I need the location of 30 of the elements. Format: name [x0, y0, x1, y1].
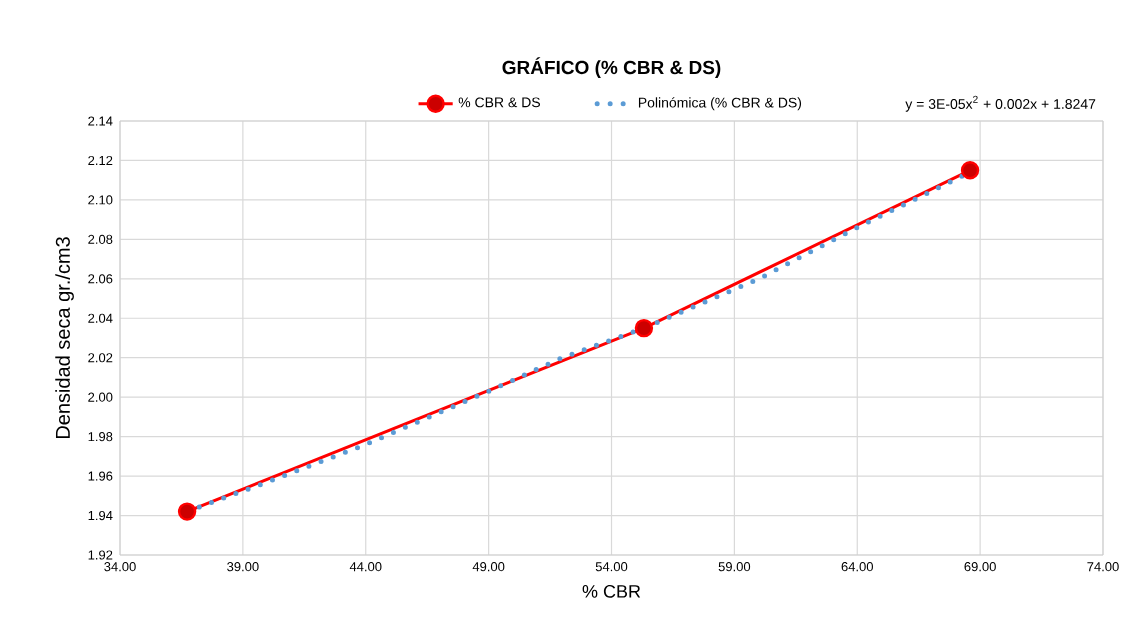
y-tick-label: 2.08: [88, 234, 113, 244]
y-tick-label: 2.12: [88, 155, 113, 165]
y-tick-label: 2.06: [88, 274, 113, 284]
x-tick-label: 39.00: [227, 562, 259, 572]
point: [960, 161, 980, 180]
x-tick-label: 69.00: [964, 562, 996, 572]
chart-title: GRÁFICO (% CBR & DS): [502, 57, 721, 78]
x-tick-label: 54.00: [595, 562, 628, 572]
y-tick-label: 2.00: [88, 392, 113, 402]
x-tick-label: 44.00: [349, 562, 382, 572]
y-tick-label: 2.02: [88, 353, 113, 363]
legend-label: % CBR & DS: [458, 97, 540, 108]
legend-label: Polinómica (% CBR & DS): [638, 97, 802, 111]
y-tick-label: 2.10: [88, 195, 113, 205]
x-tick-label: 64.00: [841, 562, 873, 572]
y-tick-label: 1.96: [88, 471, 113, 481]
x-tick-label: 49.00: [472, 562, 505, 572]
text: y = 3E-05x$^{2}$ + 0.002x + 1.8247: [905, 95, 1096, 112]
point: [634, 318, 654, 338]
point: [177, 502, 197, 521]
y-axis-title: Densidad seca gr./cm3: [55, 237, 74, 439]
y-tick-label: 1.92: [88, 550, 113, 560]
y-tick-label: 2.14: [88, 116, 113, 126]
x-tick-label: 59.00: [718, 562, 751, 572]
y-tick-label: 1.94: [88, 510, 113, 521]
x-axis-title: % CBR: [582, 584, 641, 598]
x-tick-label: 34.00: [104, 562, 136, 572]
y-tick-label: 2.04: [88, 313, 113, 323]
y-tick-label: 1.98: [88, 432, 113, 442]
x-tick-label: 74.00: [1087, 562, 1119, 572]
